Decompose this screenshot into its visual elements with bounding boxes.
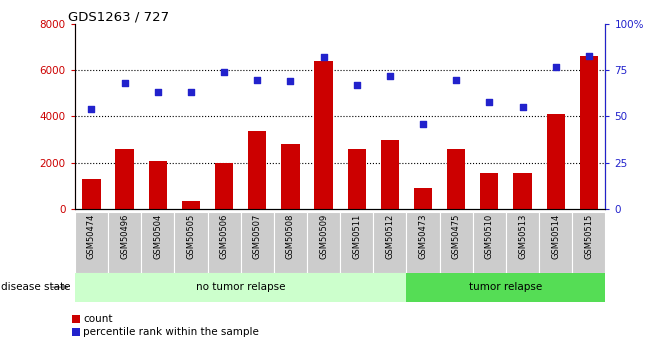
Text: disease state: disease state — [1, 282, 71, 292]
Text: GSM50514: GSM50514 — [551, 214, 561, 259]
Point — [418, 121, 428, 127]
Text: GSM50496: GSM50496 — [120, 214, 129, 259]
Bar — [248, 131, 266, 209]
Text: GSM50509: GSM50509 — [319, 214, 328, 259]
Text: GSM50475: GSM50475 — [452, 214, 461, 259]
Point — [484, 99, 495, 105]
FancyBboxPatch shape — [373, 212, 406, 273]
Point — [385, 73, 395, 79]
FancyBboxPatch shape — [307, 212, 340, 273]
Text: GSM50515: GSM50515 — [585, 214, 593, 259]
Point — [318, 55, 329, 60]
Text: GSM50504: GSM50504 — [153, 214, 162, 259]
Text: GSM50474: GSM50474 — [87, 214, 96, 259]
FancyBboxPatch shape — [75, 212, 108, 273]
Point — [152, 90, 163, 95]
FancyBboxPatch shape — [539, 212, 572, 273]
FancyBboxPatch shape — [439, 212, 473, 273]
Bar — [82, 179, 100, 209]
Text: GSM50510: GSM50510 — [485, 214, 494, 259]
FancyBboxPatch shape — [572, 212, 605, 273]
Text: tumor relapse: tumor relapse — [469, 282, 542, 292]
Bar — [447, 149, 465, 209]
Text: GDS1263 / 727: GDS1263 / 727 — [68, 10, 169, 23]
Text: GSM50511: GSM50511 — [352, 214, 361, 259]
Point — [584, 53, 594, 58]
Point — [451, 77, 462, 82]
Text: no tumor relapse: no tumor relapse — [196, 282, 285, 292]
Text: GSM50506: GSM50506 — [219, 214, 229, 259]
Bar — [480, 173, 499, 209]
FancyBboxPatch shape — [208, 212, 241, 273]
Bar — [547, 114, 565, 209]
FancyBboxPatch shape — [473, 212, 506, 273]
Point — [352, 82, 362, 88]
FancyBboxPatch shape — [141, 212, 174, 273]
FancyBboxPatch shape — [406, 212, 439, 273]
Text: GSM50513: GSM50513 — [518, 214, 527, 259]
Bar — [281, 144, 299, 209]
Point — [285, 79, 296, 84]
FancyBboxPatch shape — [340, 212, 373, 273]
Bar — [148, 161, 167, 209]
FancyBboxPatch shape — [174, 212, 208, 273]
Text: count: count — [83, 314, 113, 324]
Bar — [314, 61, 333, 209]
Bar — [381, 139, 399, 209]
FancyBboxPatch shape — [241, 212, 274, 273]
Text: GSM50473: GSM50473 — [419, 214, 428, 259]
FancyBboxPatch shape — [506, 212, 539, 273]
Point — [119, 80, 130, 86]
Bar — [414, 188, 432, 209]
Text: GSM50508: GSM50508 — [286, 214, 295, 259]
Text: GSM50512: GSM50512 — [385, 214, 395, 259]
Bar — [182, 201, 200, 209]
FancyBboxPatch shape — [108, 212, 141, 273]
Bar — [514, 173, 532, 209]
Bar — [580, 57, 598, 209]
Point — [186, 90, 196, 95]
Bar — [348, 149, 366, 209]
Text: GSM50507: GSM50507 — [253, 214, 262, 259]
Text: GSM50505: GSM50505 — [186, 214, 195, 259]
Text: percentile rank within the sample: percentile rank within the sample — [83, 327, 259, 337]
Point — [86, 106, 96, 112]
FancyBboxPatch shape — [75, 273, 406, 302]
Bar — [215, 162, 233, 209]
FancyBboxPatch shape — [274, 212, 307, 273]
Point — [551, 64, 561, 69]
Point — [219, 69, 229, 75]
Point — [518, 105, 528, 110]
FancyBboxPatch shape — [406, 273, 605, 302]
Bar — [115, 149, 133, 209]
Point — [252, 77, 262, 82]
